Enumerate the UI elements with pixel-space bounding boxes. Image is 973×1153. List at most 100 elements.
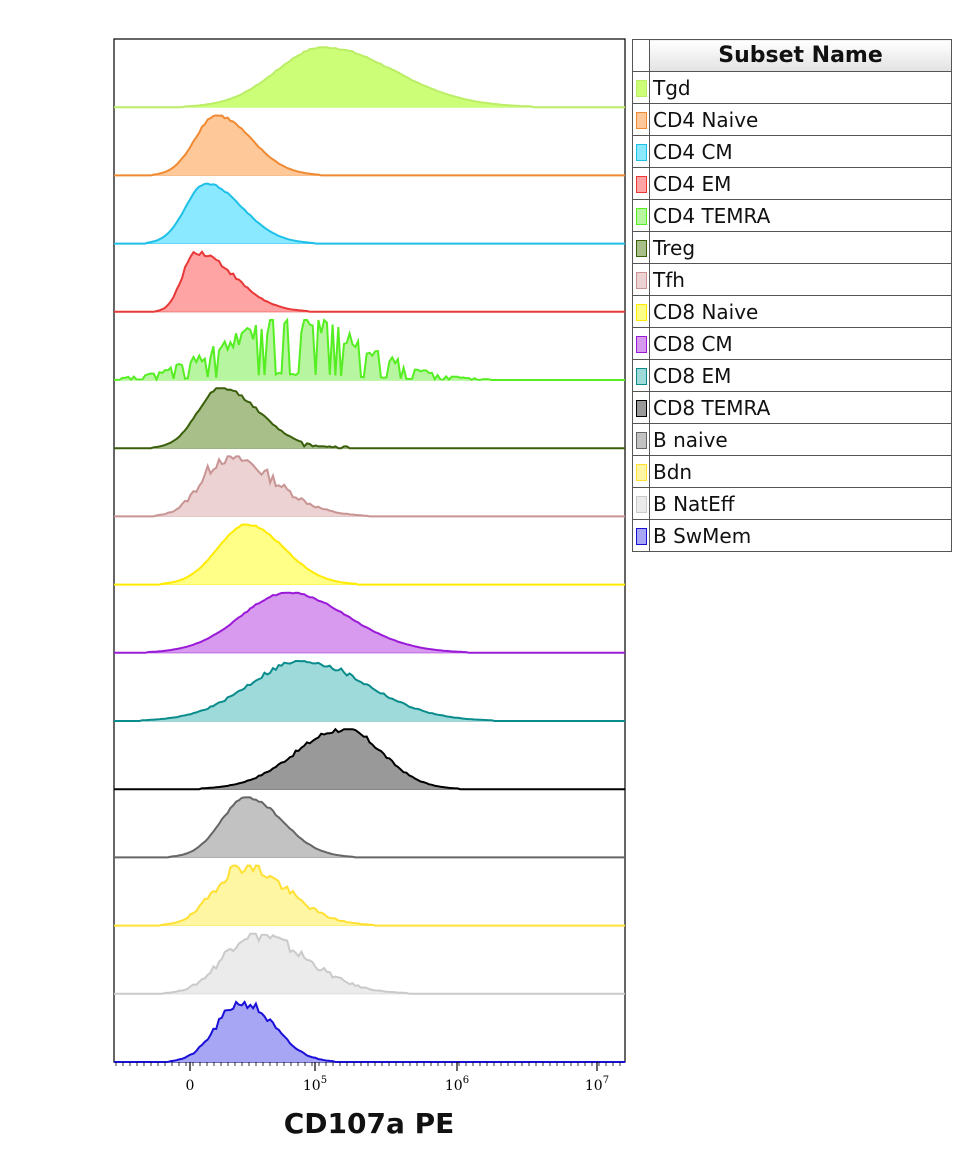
legend-swatch-cell xyxy=(632,359,650,392)
legend-swatch xyxy=(635,272,647,289)
legend-label: CD8 Naive xyxy=(649,295,952,328)
histogram-cd4-temra xyxy=(114,320,625,380)
legend-label: CD4 TEMRA xyxy=(649,199,952,232)
histogram-outline xyxy=(114,182,625,245)
legend-swatch-cell xyxy=(632,231,650,264)
legend-row: B NatEff xyxy=(632,487,952,520)
x-tick-label: 106 xyxy=(445,1075,469,1094)
histogram-b-naive xyxy=(114,797,625,858)
legend-swatch xyxy=(635,208,647,225)
legend-label: B SwMem xyxy=(649,519,952,552)
legend-swatch xyxy=(635,80,647,97)
legend-label: Treg xyxy=(649,231,952,264)
legend-row: CD8 Naive xyxy=(632,295,952,328)
legend-swatch xyxy=(635,240,647,257)
legend-swatch-cell xyxy=(632,391,650,424)
histogram-outline xyxy=(114,114,625,177)
legend-label: CD8 EM xyxy=(649,359,952,392)
histogram-tfh xyxy=(114,456,625,517)
legend-row: B naive xyxy=(632,423,952,456)
legend-swatch xyxy=(635,304,647,321)
legend-swatch-cell xyxy=(632,135,650,168)
histogram-outline xyxy=(114,387,625,450)
legend-label: CD8 TEMRA xyxy=(649,391,952,424)
legend-row: CD8 EM xyxy=(632,359,952,392)
x-tick-label: 107 xyxy=(585,1075,609,1094)
legend-label: CD8 CM xyxy=(649,327,952,360)
x-axis: 0 105 106 107 xyxy=(115,1062,621,1094)
histogram-tgd xyxy=(114,47,625,108)
legend-swatch xyxy=(635,368,647,385)
legend-label: Tgd xyxy=(649,71,952,104)
histogram-treg xyxy=(114,388,625,449)
histogram-outline xyxy=(114,659,625,722)
histogram-outline xyxy=(114,1000,625,1063)
legend-swatch xyxy=(635,112,647,129)
histogram-cd4-cm xyxy=(114,183,625,244)
legend-swatch xyxy=(635,176,647,193)
legend-swatch xyxy=(635,400,647,417)
histogram-bdn xyxy=(114,865,625,926)
histogram-rows xyxy=(113,46,625,1063)
legend-header-blank xyxy=(632,39,650,72)
histogram-cd8-temra xyxy=(114,729,625,790)
legend-row: Tgd xyxy=(632,71,952,104)
legend-table: Subset Name Tgd CD4 Naive CD4 CM CD4 EM CD4 … xyxy=(632,39,952,552)
x-axis-label: CD107a PE xyxy=(284,1107,455,1140)
legend-label: B naive xyxy=(649,423,952,456)
histogram-outline xyxy=(114,591,625,654)
histogram-cd8-cm xyxy=(114,592,625,653)
legend-label: CD4 EM xyxy=(649,167,952,200)
legend-swatch xyxy=(635,528,647,545)
legend-body: Tgd CD4 Naive CD4 CM CD4 EM CD4 TEMRA Treg Tfh… xyxy=(632,71,952,552)
legend-row: CD4 CM xyxy=(632,135,952,168)
x-tick-label: 0 xyxy=(186,1078,195,1094)
legend-row: CD4 TEMRA xyxy=(632,199,952,232)
plot-frame xyxy=(113,38,626,1063)
histogram-outline xyxy=(114,727,625,791)
legend-swatch-cell xyxy=(632,199,650,232)
legend-row: CD8 TEMRA xyxy=(632,391,952,424)
legend-label: Tfh xyxy=(649,263,952,296)
legend-swatch-cell xyxy=(632,295,650,328)
histogram-cd8-em xyxy=(114,661,625,721)
histogram-outline xyxy=(114,250,625,313)
histogram-b-swmem xyxy=(114,1002,625,1062)
legend-swatch xyxy=(635,464,647,481)
histogram-outline xyxy=(114,796,625,859)
histogram-cd4-naive xyxy=(114,115,625,176)
legend-row: CD8 CM xyxy=(632,327,952,360)
legend-swatch-cell xyxy=(632,263,650,296)
legend-swatch-cell xyxy=(632,71,650,104)
histogram-cd8-naive xyxy=(114,524,625,585)
legend-title: Subset Name xyxy=(649,39,952,72)
histogram-outline xyxy=(113,317,625,382)
histogram-outline xyxy=(114,455,625,518)
histogram-outline xyxy=(114,46,625,109)
histogram-cd4-em xyxy=(114,251,625,312)
legend-swatch-cell xyxy=(632,487,650,520)
histogram-outline xyxy=(114,864,625,927)
legend-label: CD4 CM xyxy=(649,135,952,168)
legend-swatch-cell xyxy=(632,167,650,200)
legend-swatch xyxy=(635,432,647,449)
legend-swatch-cell xyxy=(632,327,650,360)
histogram-outline xyxy=(114,523,625,586)
legend-label: CD4 Naive xyxy=(649,103,952,136)
legend-swatch-cell xyxy=(632,455,650,488)
legend-label: B NatEff xyxy=(649,487,952,520)
legend-row: CD4 EM xyxy=(632,167,952,200)
legend-row: Bdn xyxy=(632,455,952,488)
legend-swatch-cell xyxy=(632,103,650,136)
legend-swatch-cell xyxy=(632,423,650,456)
x-tick-label: 105 xyxy=(303,1075,327,1094)
legend-row: Tfh xyxy=(632,263,952,296)
histogram-b-nateff xyxy=(114,933,625,994)
legend-swatch xyxy=(635,144,647,161)
legend-row: B SwMem xyxy=(632,519,952,552)
legend-row: Treg xyxy=(632,231,952,264)
histogram-outline xyxy=(114,932,625,995)
legend-swatch xyxy=(635,496,647,513)
legend-swatch xyxy=(635,336,647,353)
